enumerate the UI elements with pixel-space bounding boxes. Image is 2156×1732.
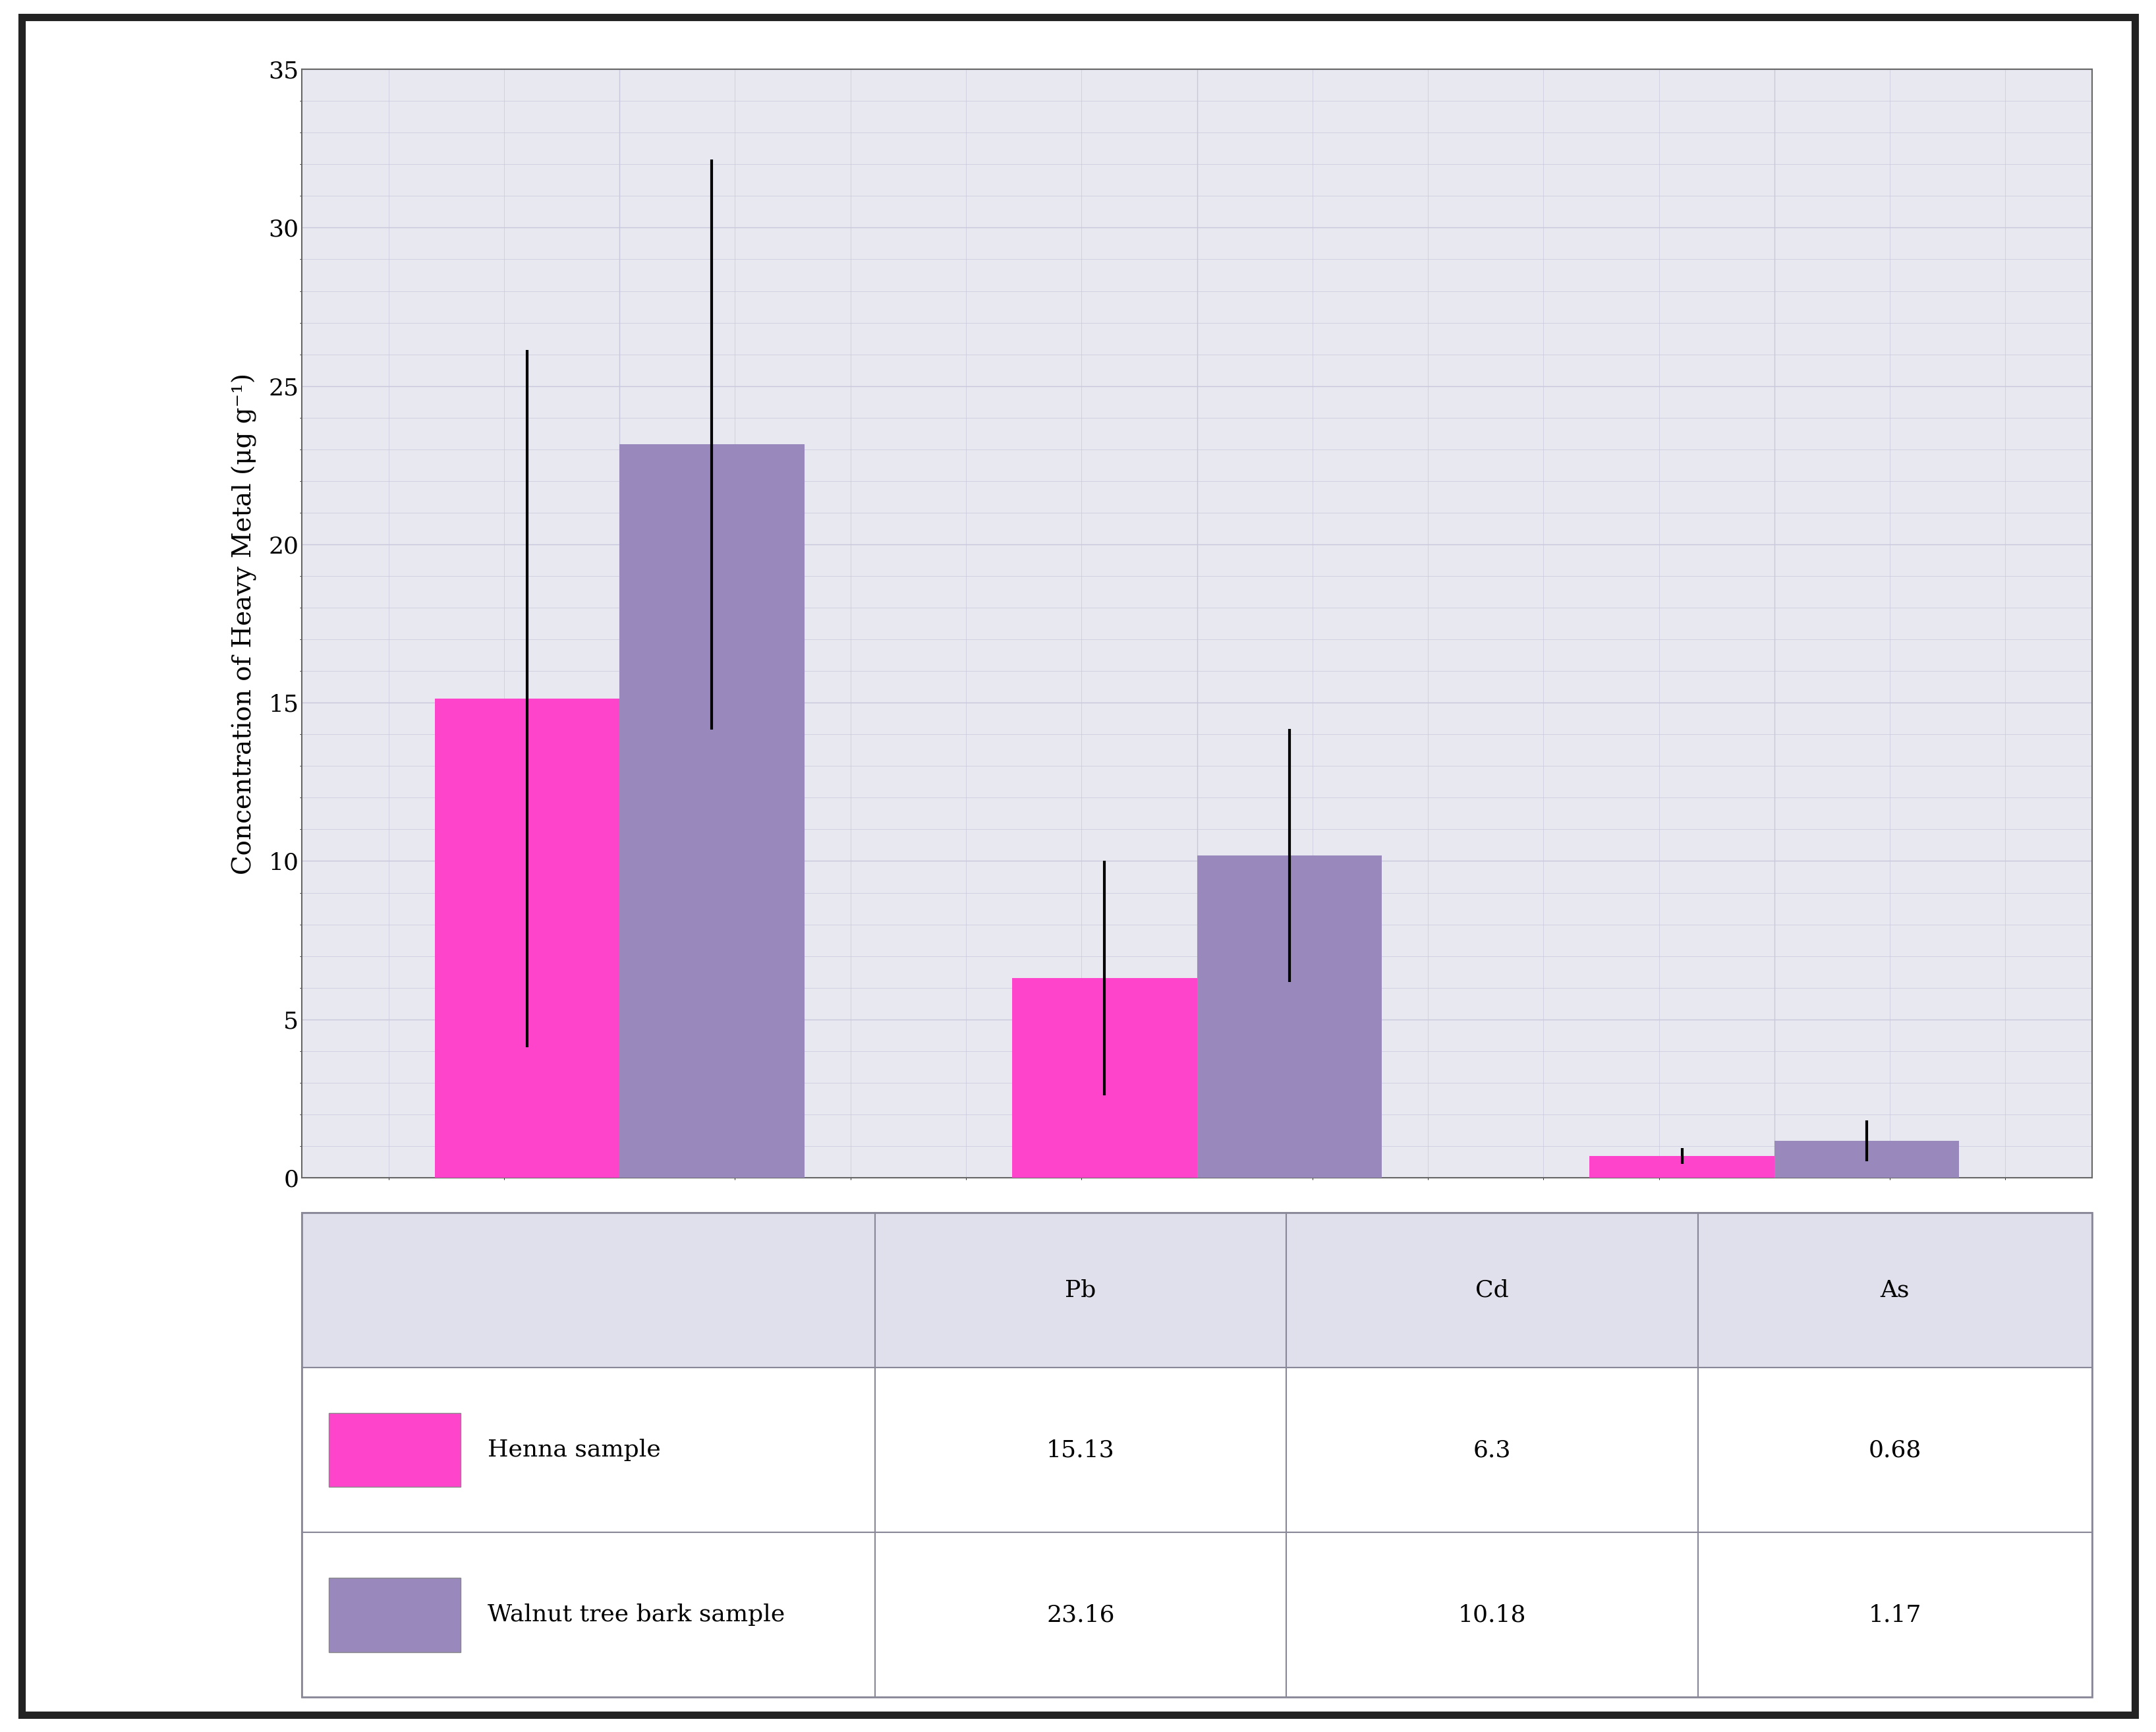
Text: Walnut tree bark sample: Walnut tree bark sample — [487, 1604, 785, 1626]
Y-axis label: Concentration of Heavy Metal (μg g⁻¹): Concentration of Heavy Metal (μg g⁻¹) — [233, 372, 257, 875]
Bar — [1285, 1368, 1697, 1533]
Text: 6.3: 6.3 — [1473, 1439, 1511, 1462]
Bar — [1285, 1533, 1697, 1697]
Bar — [1774, 1141, 1958, 1178]
Bar — [875, 1533, 1285, 1697]
Text: 0.68: 0.68 — [1867, 1439, 1921, 1462]
Bar — [436, 698, 619, 1178]
Text: As: As — [1880, 1278, 1908, 1301]
Bar — [328, 1413, 461, 1488]
Bar — [1197, 856, 1382, 1178]
Bar — [1589, 1157, 1774, 1178]
Bar — [875, 1368, 1285, 1533]
Bar — [302, 1212, 875, 1368]
Bar — [1697, 1368, 2091, 1533]
Bar — [328, 1578, 461, 1652]
Bar — [1697, 1533, 2091, 1697]
Bar — [1285, 1212, 1697, 1368]
Bar — [302, 1368, 875, 1533]
Bar — [1011, 979, 1197, 1178]
Text: 10.18: 10.18 — [1457, 1604, 1526, 1626]
Text: Henna sample: Henna sample — [487, 1439, 660, 1462]
Text: 23.16: 23.16 — [1046, 1604, 1115, 1626]
Text: 15.13: 15.13 — [1046, 1439, 1115, 1462]
Text: Cd: Cd — [1475, 1278, 1509, 1301]
Text: Pb: Pb — [1065, 1278, 1095, 1301]
Bar — [875, 1212, 1285, 1368]
Bar — [1697, 1212, 2091, 1368]
Bar — [302, 1533, 875, 1697]
Bar — [619, 445, 804, 1178]
Text: 1.17: 1.17 — [1867, 1604, 1921, 1626]
